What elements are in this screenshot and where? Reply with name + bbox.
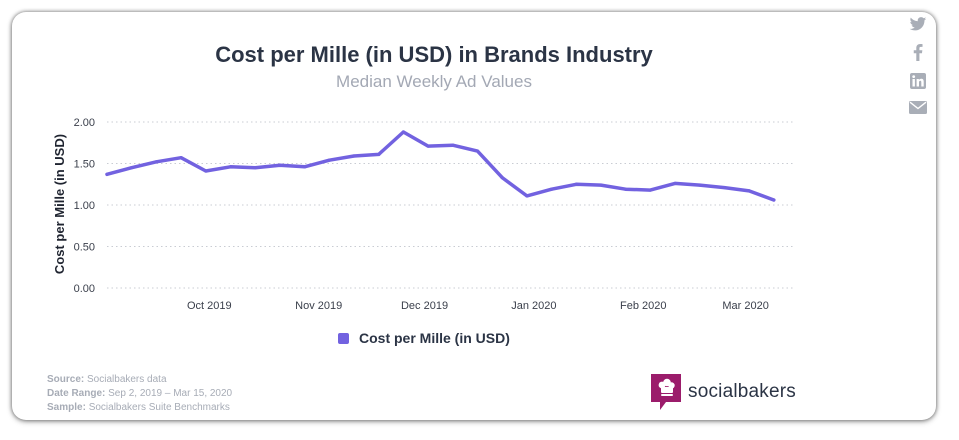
data-point[interactable] [698, 183, 702, 187]
data-point[interactable] [278, 163, 282, 167]
data-point[interactable] [624, 187, 628, 191]
data-point[interactable] [475, 149, 480, 153]
data-point[interactable] [302, 165, 307, 169]
data-point[interactable] [105, 172, 109, 176]
y-axis-label: Cost per Mille (in USD) [52, 134, 67, 274]
socialbakers-logo-icon [651, 374, 681, 410]
data-point[interactable] [154, 160, 158, 164]
data-point[interactable] [179, 156, 183, 160]
data-point[interactable] [352, 154, 356, 158]
y-tick-label: 1.50 [74, 159, 95, 171]
brand-name: socialbakers [688, 381, 797, 402]
chart-card: Cost per Mille (in USD) in Brands Indust… [12, 12, 936, 420]
data-point[interactable] [451, 143, 455, 147]
y-tick-label: 0.50 [74, 242, 95, 254]
note-source: Source: Socialbakers data [47, 374, 167, 385]
facebook-icon[interactable] [913, 44, 923, 61]
linkedin-icon[interactable] [910, 73, 926, 89]
x-tick-label: Nov 2019 [295, 300, 342, 312]
chart-title: Cost per Mille (in USD) in Brands Indust… [215, 42, 653, 67]
data-point[interactable] [228, 165, 233, 169]
data-point[interactable] [525, 194, 529, 198]
y-tick-labels: 0.00 0.50 1.00 1.50 2.00 [74, 117, 95, 295]
data-point[interactable] [722, 185, 727, 190]
note-sample: Sample: Socialbakers Suite Benchmarks [47, 402, 230, 413]
data-point[interactable] [772, 198, 776, 202]
data-point[interactable] [500, 176, 504, 180]
data-point[interactable] [426, 144, 430, 148]
data-point[interactable] [599, 183, 603, 187]
data-point[interactable] [673, 181, 677, 186]
data-point[interactable] [204, 169, 208, 173]
email-icon[interactable] [909, 101, 927, 114]
y-tick-label: 1.00 [74, 200, 95, 212]
y-tick-label: 0.00 [74, 283, 95, 295]
x-tick-label: Mar 2020 [722, 300, 768, 312]
x-tick-label: Dec 2019 [401, 300, 448, 312]
chart-notes: Source: Socialbakers data Date Range: Se… [47, 373, 232, 415]
x-tick-label: Oct 2019 [187, 300, 232, 312]
x-tick-labels: Oct 2019 Nov 2019 Dec 2019 Jan 2020 Feb 2020… [187, 300, 769, 312]
data-point[interactable] [377, 152, 381, 156]
data-point[interactable] [747, 189, 751, 193]
line-chart: 0.00 0.50 1.00 1.50 2.00 Oct 2019 Nov 2019 Dec… [52, 117, 795, 312]
note-date-range: Date Range: Sep 2, 2019 – Mar 15, 2020 [47, 388, 233, 399]
data-point[interactable] [648, 188, 652, 192]
data-point[interactable] [253, 166, 257, 170]
chart-subtitle: Median Weekly Ad Values [336, 72, 532, 91]
data-points [105, 130, 776, 202]
data-point[interactable] [130, 166, 134, 170]
share-bar [906, 17, 930, 114]
y-tick-label: 2.00 [74, 117, 95, 129]
data-point[interactable] [549, 187, 554, 191]
legend[interactable]: Cost per Mille (in USD) [338, 330, 510, 346]
legend-swatch [338, 332, 349, 344]
data-point[interactable] [574, 182, 578, 186]
x-tick-label: Jan 2020 [511, 300, 556, 312]
series-line [105, 130, 776, 202]
brand-logo: socialbakers [650, 372, 796, 412]
twitter-icon[interactable] [909, 17, 927, 32]
x-tick-label: Feb 2020 [620, 300, 666, 312]
data-point[interactable] [327, 158, 331, 162]
legend-label: Cost per Mille (in USD) [359, 330, 510, 346]
data-point[interactable] [401, 130, 405, 134]
